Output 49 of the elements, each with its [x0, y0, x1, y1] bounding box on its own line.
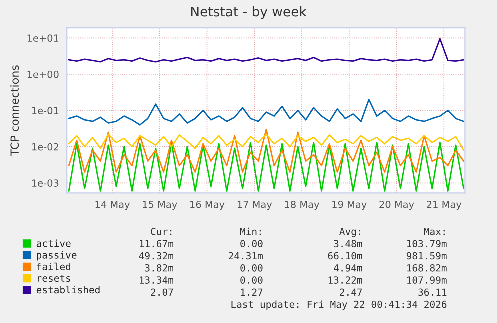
text: 103.79m	[407, 240, 447, 248]
text: Min:	[240, 228, 262, 236]
text: 49.32m	[139, 252, 174, 260]
y-tick-label: 1e+01	[28, 34, 59, 42]
text: 0.00	[240, 264, 263, 272]
text: 2.47	[340, 288, 362, 296]
text: 1.27	[241, 288, 263, 296]
text: 168.82m	[407, 264, 447, 272]
y-axis-title: TCP connections	[10, 66, 20, 156]
text: 3.82m	[145, 264, 174, 272]
line-series	[68, 134, 465, 152]
legend-label: failed	[37, 262, 71, 270]
x-tick-label: 18 May	[285, 200, 320, 210]
text: 4.94m	[334, 264, 362, 272]
x-tick-label: 17 May	[238, 201, 272, 210]
line-series	[68, 38, 465, 63]
x-tick-label: 19 May	[332, 200, 367, 210]
legend-label: passive	[37, 251, 77, 261]
text: Max:	[424, 228, 445, 236]
x-tick-label: 14 May	[96, 201, 130, 210]
y-tick-label: 1e-02	[32, 143, 58, 151]
x-tick-label: 20 May	[380, 200, 414, 210]
y-tick-label: 1e-03	[32, 180, 59, 187]
text: 107.99m	[407, 276, 447, 284]
x-tick-label: 16 May	[190, 200, 225, 210]
text: 13.22m	[328, 276, 362, 284]
text: 3.48m	[334, 240, 362, 248]
text: Last update: Fri May 22 00:41:34 2026	[232, 300, 447, 310]
chart-title: Netstat - by week	[191, 6, 307, 20]
y-tick-label: 1e+00	[28, 70, 59, 78]
text: 2.07	[151, 288, 174, 296]
legend-label: active	[36, 240, 71, 248]
text: 981.59m	[406, 252, 447, 260]
text: 11.67m	[140, 240, 174, 248]
text: Cur:	[151, 228, 172, 236]
legend-label: established	[36, 286, 100, 294]
y-tick-label: 1e-01	[32, 107, 59, 115]
text: 66.10m	[328, 252, 362, 260]
x-tick-label: 21 May	[427, 200, 462, 210]
text: 24.31m	[229, 252, 263, 260]
line-series	[68, 128, 465, 173]
legend-label: resets	[38, 275, 70, 282]
x-tick-label: 15 May	[143, 201, 178, 210]
line-series	[68, 99, 465, 126]
text: 36.11	[418, 288, 447, 296]
text: 13.34m	[140, 276, 174, 284]
text: Avg:	[340, 228, 360, 238]
text: 0.00	[240, 240, 263, 248]
text: 0.00	[240, 276, 263, 284]
